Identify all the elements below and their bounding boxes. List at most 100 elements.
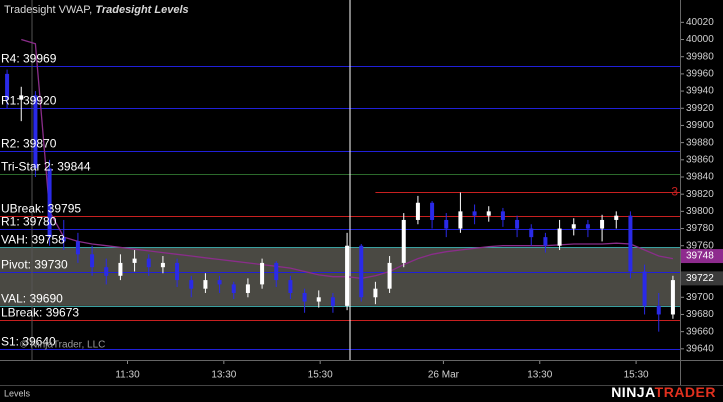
candle-body: [472, 211, 477, 216]
candle-body: [189, 280, 194, 289]
y-tick-label: 39640: [686, 343, 714, 354]
candle-body: [90, 254, 95, 268]
candle-body: [345, 245, 350, 306]
candle-body: [302, 292, 307, 302]
candle-body: [260, 262, 265, 285]
candle-body: [415, 202, 420, 220]
x-tick-label: 13:30: [527, 370, 552, 381]
level-label: Tri-Star 2: 39844: [1, 160, 91, 174]
level-label: S1: 39640: [1, 335, 56, 349]
candle-body: [670, 280, 675, 315]
levels-layer: [0, 66, 680, 350]
candle-body: [146, 258, 151, 268]
price-marker: [681, 271, 723, 286]
candle-body: [500, 211, 505, 220]
candle-body: [288, 280, 293, 293]
candle-body: [401, 219, 406, 263]
candle-body: [75, 241, 80, 255]
candle-body: [61, 237, 66, 242]
candle-body: [585, 224, 590, 229]
candle-body: [515, 219, 520, 229]
x-tick-label: 26 Mar: [428, 370, 460, 381]
candle-body: [359, 245, 364, 298]
y-tick-label: 39660: [686, 326, 714, 337]
candle-body: [642, 271, 647, 306]
brand-right: TRADER: [655, 384, 716, 400]
candle-body: [274, 262, 279, 281]
brand-left: NINJA: [611, 384, 655, 400]
candle-body: [486, 211, 491, 216]
title: Tradesight VWAP,: [4, 4, 95, 16]
y-tick-label: 39700: [686, 292, 714, 303]
candle-body: [614, 215, 619, 220]
candle-body: [203, 280, 208, 289]
candle-body: [543, 237, 548, 246]
price-marker-label: 39748: [686, 251, 714, 262]
panel-tab: Levels: [4, 388, 31, 398]
candle-body: [132, 258, 137, 263]
y-tick-label: 39920: [686, 103, 714, 114]
level-label: UBreak: 39795: [1, 202, 81, 216]
level-label: VAH: 39758: [1, 233, 65, 247]
candle-body: [656, 305, 661, 315]
candle-body: [316, 297, 321, 302]
candle-body: [444, 219, 449, 229]
candle-body: [231, 284, 236, 293]
level-label: Pivot: 39730: [1, 258, 68, 272]
candle-body: [330, 297, 335, 306]
level-label: 3: [671, 185, 678, 199]
y-tick-label: 39960: [686, 69, 714, 80]
candle-body: [430, 202, 435, 220]
y-tick-label: 39860: [686, 154, 714, 165]
candle-body: [160, 262, 165, 268]
candle-body: [175, 262, 180, 281]
y-tick-label: 40020: [686, 17, 714, 28]
level-label: R2: 39870: [1, 137, 57, 151]
price-marker-label: 39722: [686, 273, 714, 284]
y-tick-label: 39680: [686, 309, 714, 320]
bars-layer: [5, 38, 675, 332]
candle-body: [529, 228, 534, 238]
candle-body: [245, 284, 250, 293]
x-tick-label: 15:30: [308, 370, 333, 381]
brand: NINJATRADER: [611, 384, 716, 400]
y-tick-label: 39980: [686, 51, 714, 62]
candle-body: [104, 267, 109, 276]
level-label: VAL: 39690: [1, 292, 63, 306]
price-marker: [681, 249, 723, 264]
y-tick-label: 39880: [686, 137, 714, 148]
level-label: R1: 39780: [1, 215, 57, 229]
labels-layer: R4: 39969 R1: 39920 R2: 39870 Tri-Star 2: 3…: [1, 17, 723, 381]
title-indicator: Tradesight Levels: [95, 4, 188, 16]
level-label: R4: 39969: [1, 52, 57, 66]
candle-body: [33, 95, 38, 169]
y-tick-label: 40000: [686, 34, 714, 45]
chart-title: Tradesight VWAP, Tradesight Levels: [4, 4, 189, 16]
candle-body: [47, 168, 52, 238]
x-tick-label: 11:30: [115, 370, 140, 381]
y-tick-label: 39820: [686, 189, 714, 200]
copyright: © NinjaTrader, LLC: [20, 340, 105, 351]
candle-body: [387, 262, 392, 289]
x-tick-label: 13:30: [211, 370, 236, 381]
candle-body: [373, 288, 378, 298]
y-tick-label: 39940: [686, 86, 714, 97]
candle-body: [458, 211, 463, 229]
candle-body: [557, 228, 562, 246]
candle-body: [118, 262, 123, 276]
candle-body: [19, 95, 24, 100]
y-tick-label: 39780: [686, 223, 714, 234]
candle-body: [628, 215, 633, 272]
y-tick-label: 39840: [686, 172, 714, 183]
y-tick-label: 39760: [686, 240, 714, 251]
x-tick-label: 15:30: [624, 370, 649, 381]
level-label: LBreak: 39673: [1, 306, 79, 320]
y-tick-label: 39900: [686, 120, 714, 131]
candle-body: [217, 280, 222, 285]
level-label: R1: 39920: [1, 94, 57, 108]
candle-body: [571, 224, 576, 229]
candle-body: [5, 73, 10, 100]
